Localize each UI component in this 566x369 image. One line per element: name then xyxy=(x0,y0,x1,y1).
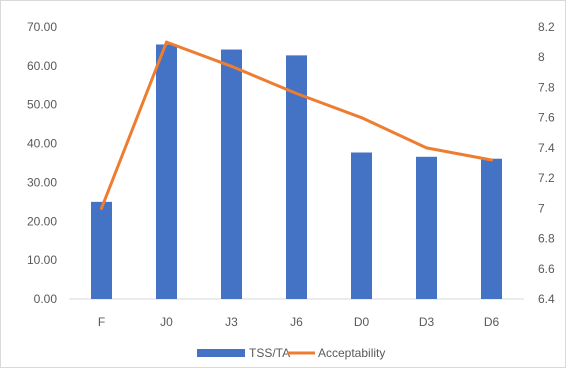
line-point-j6 xyxy=(295,91,298,95)
left-axis-tick-label: 10.00 xyxy=(27,253,57,267)
left-axis-tick-label: 50.00 xyxy=(27,98,57,112)
bar-d3 xyxy=(416,156,437,299)
right-axis-tick-label: 6.4 xyxy=(538,292,555,306)
legend-label-bar: TSS/TA xyxy=(249,346,290,360)
left-axis-tick-label: 70.00 xyxy=(27,20,57,34)
line-series xyxy=(100,40,493,210)
left-axis-tick-label: 60.00 xyxy=(27,59,57,73)
left-axis-tick-label: 30.00 xyxy=(27,175,57,189)
line-point-d3 xyxy=(425,146,428,150)
left-axis-tick-label: 40.00 xyxy=(27,137,57,151)
right-axis-tick-label: 8.2 xyxy=(538,20,555,34)
right-axis-tick-label: 6.8 xyxy=(538,232,555,246)
line-point-d0 xyxy=(360,116,363,120)
bar-j3 xyxy=(221,49,242,300)
x-axis-tick-label: D3 xyxy=(419,315,435,329)
left-axis-tick-label: 0.00 xyxy=(34,292,58,306)
x-axis-tick-label: D6 xyxy=(484,315,500,329)
line-point-f xyxy=(100,206,103,210)
bar-series xyxy=(91,44,502,300)
x-axis-tick-label: J0 xyxy=(160,315,173,329)
right-axis-tick-label: 7 xyxy=(538,201,545,215)
legend: TSS/TA Acceptability xyxy=(197,346,385,360)
right-axis-tick-label: 8 xyxy=(538,50,545,64)
bar-d6 xyxy=(481,158,502,299)
right-axis-tick-label: 7.4 xyxy=(538,141,555,155)
line-point-d6 xyxy=(490,158,493,162)
x-axis-tick-label: J3 xyxy=(225,315,238,329)
left-axis-ticks: 0.00 10.00 20.00 30.00 40.00 50.00 60.00 70.00 xyxy=(27,20,57,306)
right-axis-tick-label: 6.6 xyxy=(538,262,555,276)
x-axis-tick-label: J6 xyxy=(290,315,303,329)
legend-label-line: Acceptability xyxy=(318,346,385,360)
x-axis-tick-label: F xyxy=(98,315,105,329)
legend-swatch-bar xyxy=(197,349,245,357)
bar-d0 xyxy=(351,152,372,299)
x-axis-tick-label: D0 xyxy=(354,315,370,329)
bar-j0 xyxy=(156,44,177,299)
bar-j6 xyxy=(286,55,307,299)
bar-f xyxy=(91,201,112,299)
x-axis-ticks: F J0 J3 J6 D0 D3 D6 xyxy=(98,315,500,329)
right-axis-tick-label: 7.6 xyxy=(538,111,555,125)
line-point-j0 xyxy=(165,40,168,44)
line-point-j3 xyxy=(230,64,233,68)
left-axis-tick-label: 20.00 xyxy=(27,214,57,228)
right-axis-tick-label: 7.2 xyxy=(538,171,555,185)
right-axis-ticks: 6.4 6.6 6.8 7 7.2 7.4 7.6 7.8 8 8.2 xyxy=(538,20,555,306)
right-axis-tick-label: 7.8 xyxy=(538,80,555,94)
